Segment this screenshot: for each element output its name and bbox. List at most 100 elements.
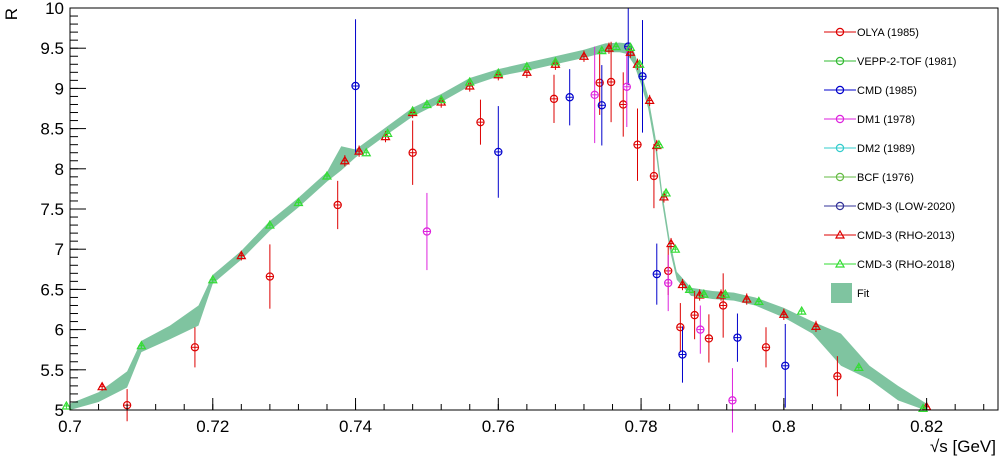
data-point [333,200,342,210]
series-olya-1985 [122,41,842,422]
data-point [493,69,504,79]
data-point [677,279,688,289]
data-point [796,305,807,315]
data-point [596,45,607,55]
data-point [625,47,636,56]
data-point [728,396,737,405]
legend-label: OLYA (1985) [857,27,919,39]
data-point [190,343,200,352]
data-point [720,289,731,298]
data-point [664,278,673,288]
data-point [625,42,636,51]
data-point [698,289,709,298]
data-point [690,310,699,320]
data-point [61,400,72,410]
data-point [264,219,275,229]
y-tick-label: 9 [55,79,64,98]
legend-marker [835,143,845,153]
data-point [684,284,695,293]
data-point [753,296,764,306]
data-point [421,99,432,109]
data-point [321,170,333,180]
data-point [649,171,659,181]
data-point [493,67,504,77]
y-tick-label: 5 [55,401,64,420]
data-point [408,148,417,157]
data-point [293,197,304,207]
data-point [464,76,475,86]
legend-fit-swatch [831,283,852,303]
data-point [97,381,108,391]
legend-marker [835,27,845,37]
data-point [436,96,447,106]
data-point [521,61,532,71]
data-point [633,140,642,149]
data-point [622,82,632,91]
data-point [810,321,822,330]
data-point [638,72,647,81]
data-point [833,372,842,381]
series-cmd-1985 [351,8,790,408]
y-tick-label: 7.5 [40,200,64,219]
data-point [606,77,616,87]
data-point [382,128,393,138]
data-point [590,90,599,100]
legend-label: VEPP-2-TOF (1981) [857,56,956,68]
legend-marker [835,201,845,211]
data-point [549,94,559,104]
legend-label: BCF (1976) [857,172,914,184]
data-point [361,147,372,157]
x-tick-label: 0.82 [910,417,943,436]
x-axis-label: √s [GeV] [930,437,996,456]
data-point [136,340,147,350]
y-tick-label: 8.5 [40,120,64,139]
x-tick-label: 0.8 [772,417,796,436]
data-point [595,78,604,87]
data-point [678,350,687,359]
data-point [611,41,622,51]
y-axis-label: R [2,8,21,20]
x-tick-label: 0.74 [339,417,372,436]
data-point [676,322,685,332]
data-point [436,94,447,104]
data-point [644,95,655,105]
x-tick-label: 0.7 [58,417,82,436]
data-point [422,227,432,236]
series-dm1-1978 [422,46,737,433]
data-point [853,362,864,371]
data-point [781,361,790,370]
data-point [741,293,752,303]
data-point [354,145,365,155]
data-point [696,325,705,334]
data-point [565,93,574,102]
data-point [265,272,275,281]
data-point [339,155,350,165]
data-point [351,81,360,91]
data-point [236,250,247,260]
data-point [733,333,742,342]
data-point [597,101,607,110]
data-point [718,301,728,310]
data-point [704,334,714,343]
legend: OLYA (1985) VEPP-2-TOF (1981) CMD (1985) DM… [824,27,956,303]
data-point [634,59,645,68]
y-tick-label: 9.5 [40,39,64,58]
data-point [761,343,771,352]
data-point [653,139,664,149]
y-tick-label: 6 [55,321,64,340]
legend-marker [835,85,845,95]
data-point [476,117,485,127]
series-cmd-3-rho-2018 [61,41,929,412]
y-tick-label: 5.5 [40,361,64,380]
legend-label: DM2 (1989) [857,143,915,155]
data-point [666,238,677,248]
legend-marker [834,258,846,268]
data-point [550,56,561,66]
data-points-layer [61,8,932,433]
data-point [407,105,418,115]
x-tick-label: 0.76 [482,417,515,436]
legend-marker [835,114,845,124]
y-tick-label: 8 [55,160,64,179]
y-tick-label: 10 [45,0,64,18]
y-tick-label: 7 [55,240,64,259]
